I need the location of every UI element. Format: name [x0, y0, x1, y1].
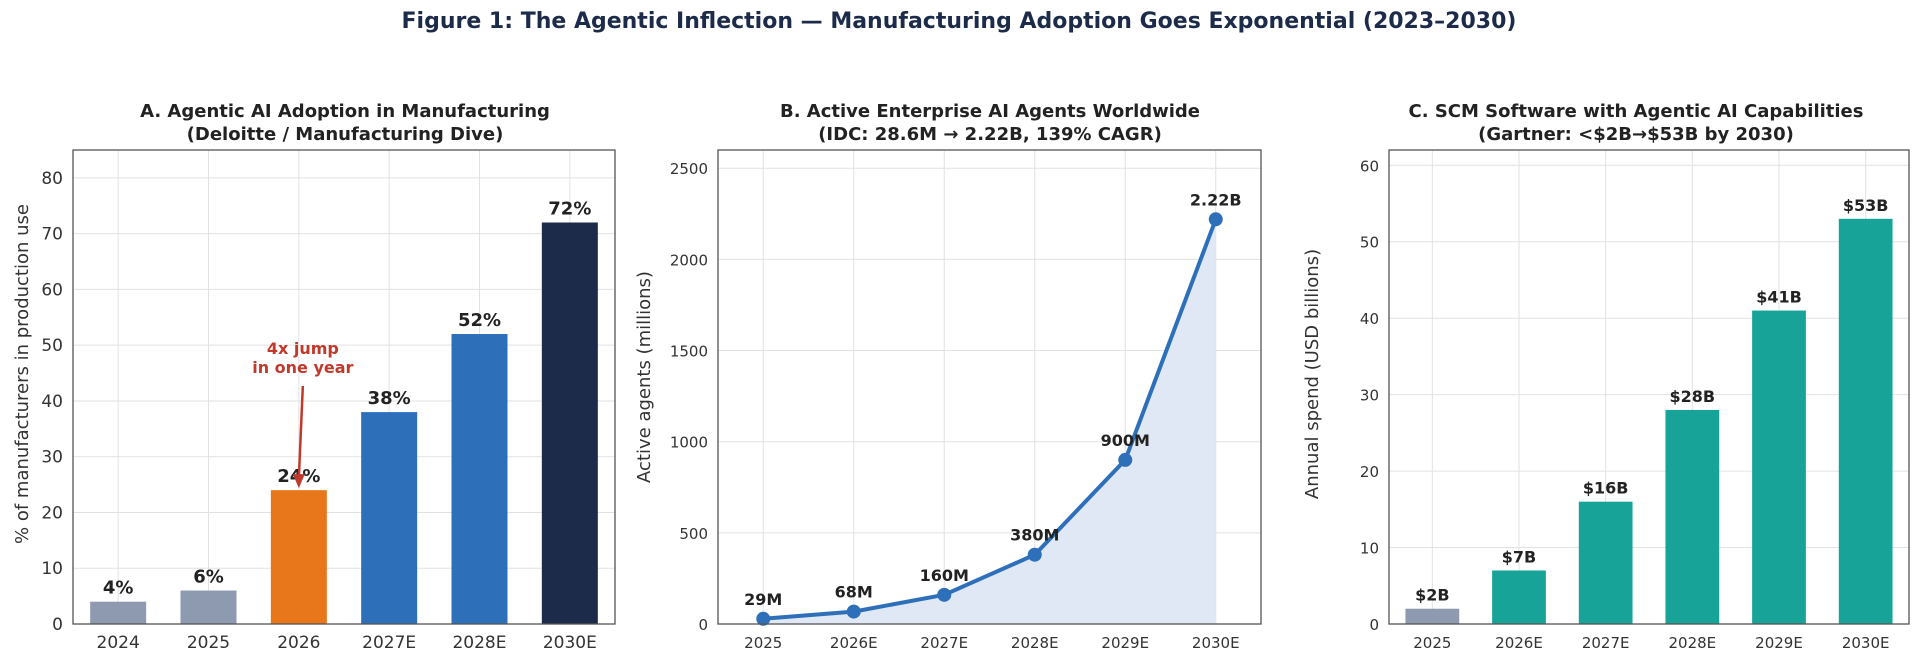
panel-b-point-value-label: 160M: [920, 566, 969, 585]
panel-c-ytick-label: 10: [1360, 540, 1379, 558]
panel-a-bar: [361, 412, 418, 624]
panel-a-annotation-line: in one year: [252, 358, 353, 377]
panel-c-bar: [1838, 218, 1893, 624]
panel-c-ytick-label: 60: [1360, 157, 1379, 175]
panel-b-point-value-label: 2.22B: [1190, 190, 1242, 209]
panel-c-ytick-label: 30: [1360, 387, 1379, 405]
panel-a-ytick-label: 80: [41, 169, 63, 189]
panel-c-xtick-label: 2029E: [1755, 634, 1803, 652]
panel-c-ytick-label: 40: [1360, 310, 1379, 328]
panel-c-subtitle: (Gartner: <$2B→$53B by 2030): [1478, 124, 1794, 145]
panel-a-ylabel: % of manufacturers in production use: [12, 204, 33, 544]
panel-c-xtick-label: 2025: [1413, 634, 1451, 652]
panel-a-bar: [90, 601, 147, 624]
panel-c-ytick-label: 0: [1369, 616, 1379, 634]
panel-a-bar-value-label: 52%: [458, 310, 501, 331]
panel-a-axes-frame: [72, 149, 616, 625]
panel-c-bar: [1578, 501, 1633, 624]
panel-a-xtick-label: 2030E: [543, 633, 597, 653]
panel-b-agents-chart: B. Active Enterprise AI Agents Worldwide…: [634, 101, 1262, 652]
panel-c-ytick-label: 20: [1360, 463, 1379, 481]
panel-b-ytick-label: 1000: [670, 434, 708, 452]
panel-c-xtick-label: 2027E: [1582, 634, 1630, 652]
panel-b-xtick-label: 2025: [744, 634, 782, 652]
panel-c-scm-spend-chart: C. SCM Software with Agentic AI Capabili…: [1302, 101, 1910, 652]
panel-c-xtick-label: 2028E: [1669, 634, 1717, 652]
panel-c-bar-value-label: $28B: [1670, 387, 1716, 406]
panel-c-bar-value-label: $41B: [1756, 288, 1802, 307]
panel-b-area-fill: [763, 219, 1216, 624]
panel-a-ytick-label: 0: [52, 615, 63, 635]
panel-a-xtick-label: 2028E: [452, 633, 506, 653]
panel-c-bar-value-label: $53B: [1843, 196, 1889, 215]
panel-a-ytick-label: 60: [41, 280, 63, 300]
panel-c-ytick-label: 50: [1360, 234, 1379, 252]
panel-b-xtick-label: 2028E: [1011, 634, 1059, 652]
panel-b-axes-frame: [717, 149, 1262, 625]
panel-a-annotation-line: 4x jump: [267, 339, 339, 358]
panel-b-data-point: [937, 587, 952, 602]
panel-c-xtick-label: 2030E: [1842, 634, 1890, 652]
panel-c-bar: [1752, 310, 1806, 624]
panel-b-data-point: [756, 611, 771, 626]
panel-a-subtitle: (Deloitte / Manufacturing Dive): [187, 124, 504, 145]
panel-a-xtick-label: 2024: [97, 633, 140, 653]
panel-a-ytick-label: 40: [41, 392, 63, 412]
panel-a-ytick-label: 70: [41, 225, 63, 245]
figure-suptitle: Figure 1: The Agentic Inflection — Manuf…: [402, 9, 1517, 34]
panel-b-subtitle: (IDC: 28.6M → 2.22B, 139% CAGR): [818, 124, 1162, 145]
panel-b-data-point: [1118, 452, 1133, 467]
panel-b-ytick-label: 0: [698, 616, 708, 634]
panel-b-xtick-label: 2030E: [1192, 634, 1240, 652]
panel-c-bar: [1492, 570, 1546, 624]
panel-b-data-point: [1027, 547, 1042, 562]
panel-b-xtick-label: 2029E: [1101, 634, 1149, 652]
panel-b-data-point: [1208, 212, 1223, 227]
panel-b-point-value-label: 900M: [1101, 431, 1150, 450]
panel-a-adoption-chart: A. Agentic AI Adoption in Manufacturing …: [12, 101, 616, 653]
panel-b-ytick-label: 1500: [670, 343, 708, 361]
panel-b-ytick-label: 2000: [670, 251, 708, 269]
panel-a-bar-value-label: 6%: [193, 567, 224, 588]
panel-a-bar: [541, 222, 598, 624]
panel-b-xtick-label: 2026E: [830, 634, 878, 652]
panel-b-xtick-label: 2027E: [920, 634, 968, 652]
panel-a-ytick-label: 30: [41, 448, 63, 468]
panel-b-point-value-label: 29M: [744, 590, 782, 609]
panel-b-point-value-label: 68M: [835, 583, 873, 602]
panel-a-ytick-label: 20: [41, 503, 63, 523]
panel-a-bar-value-label: 72%: [548, 198, 591, 219]
panel-b-ylabel: Active agents (millions): [634, 271, 655, 483]
panel-b-series-line: [763, 218, 1218, 621]
panel-b-point-value-label: 380M: [1010, 526, 1059, 545]
panel-c-title: C. SCM Software with Agentic AI Capabili…: [1409, 101, 1864, 122]
panel-c-bar-value-label: $2B: [1415, 586, 1449, 605]
panel-a-bar: [270, 490, 327, 624]
panel-a-annotation-arrow-head: [292, 474, 305, 489]
panel-b-ytick-label: 500: [679, 525, 708, 543]
panel-c-bar: [1405, 608, 1460, 624]
panel-a-xtick-label: 2027E: [362, 633, 416, 653]
panel-c-bar-value-label: $16B: [1583, 479, 1629, 498]
panel-c-xtick-label: 2026E: [1495, 634, 1543, 652]
panel-a-title: A. Agentic AI Adoption in Manufacturing: [140, 101, 550, 122]
panel-c-bar-value-label: $7B: [1502, 547, 1536, 566]
panel-a-bar: [451, 334, 508, 624]
panel-a-ytick-label: 10: [41, 559, 63, 579]
panel-a-xtick-label: 2025: [187, 633, 230, 653]
panel-a-ytick-label: 50: [41, 336, 63, 356]
panel-b-title: B. Active Enterprise AI Agents Worldwide: [780, 101, 1200, 122]
panel-b-data-point: [846, 604, 861, 619]
panel-a-annotation-arrow-shaft: [297, 385, 305, 479]
panel-a-bar-value-label: 38%: [368, 388, 411, 409]
panel-a-xtick-label: 2026: [277, 633, 320, 653]
panel-a-bar-value-label: 4%: [103, 578, 134, 599]
panel-a-bar: [180, 590, 237, 624]
panel-c-axes-frame: [1388, 149, 1910, 625]
panel-c-bar: [1665, 409, 1720, 624]
panel-c-ylabel: Annual spend (USD billions): [1302, 249, 1323, 499]
panel-b-ytick-label: 2500: [670, 160, 708, 178]
